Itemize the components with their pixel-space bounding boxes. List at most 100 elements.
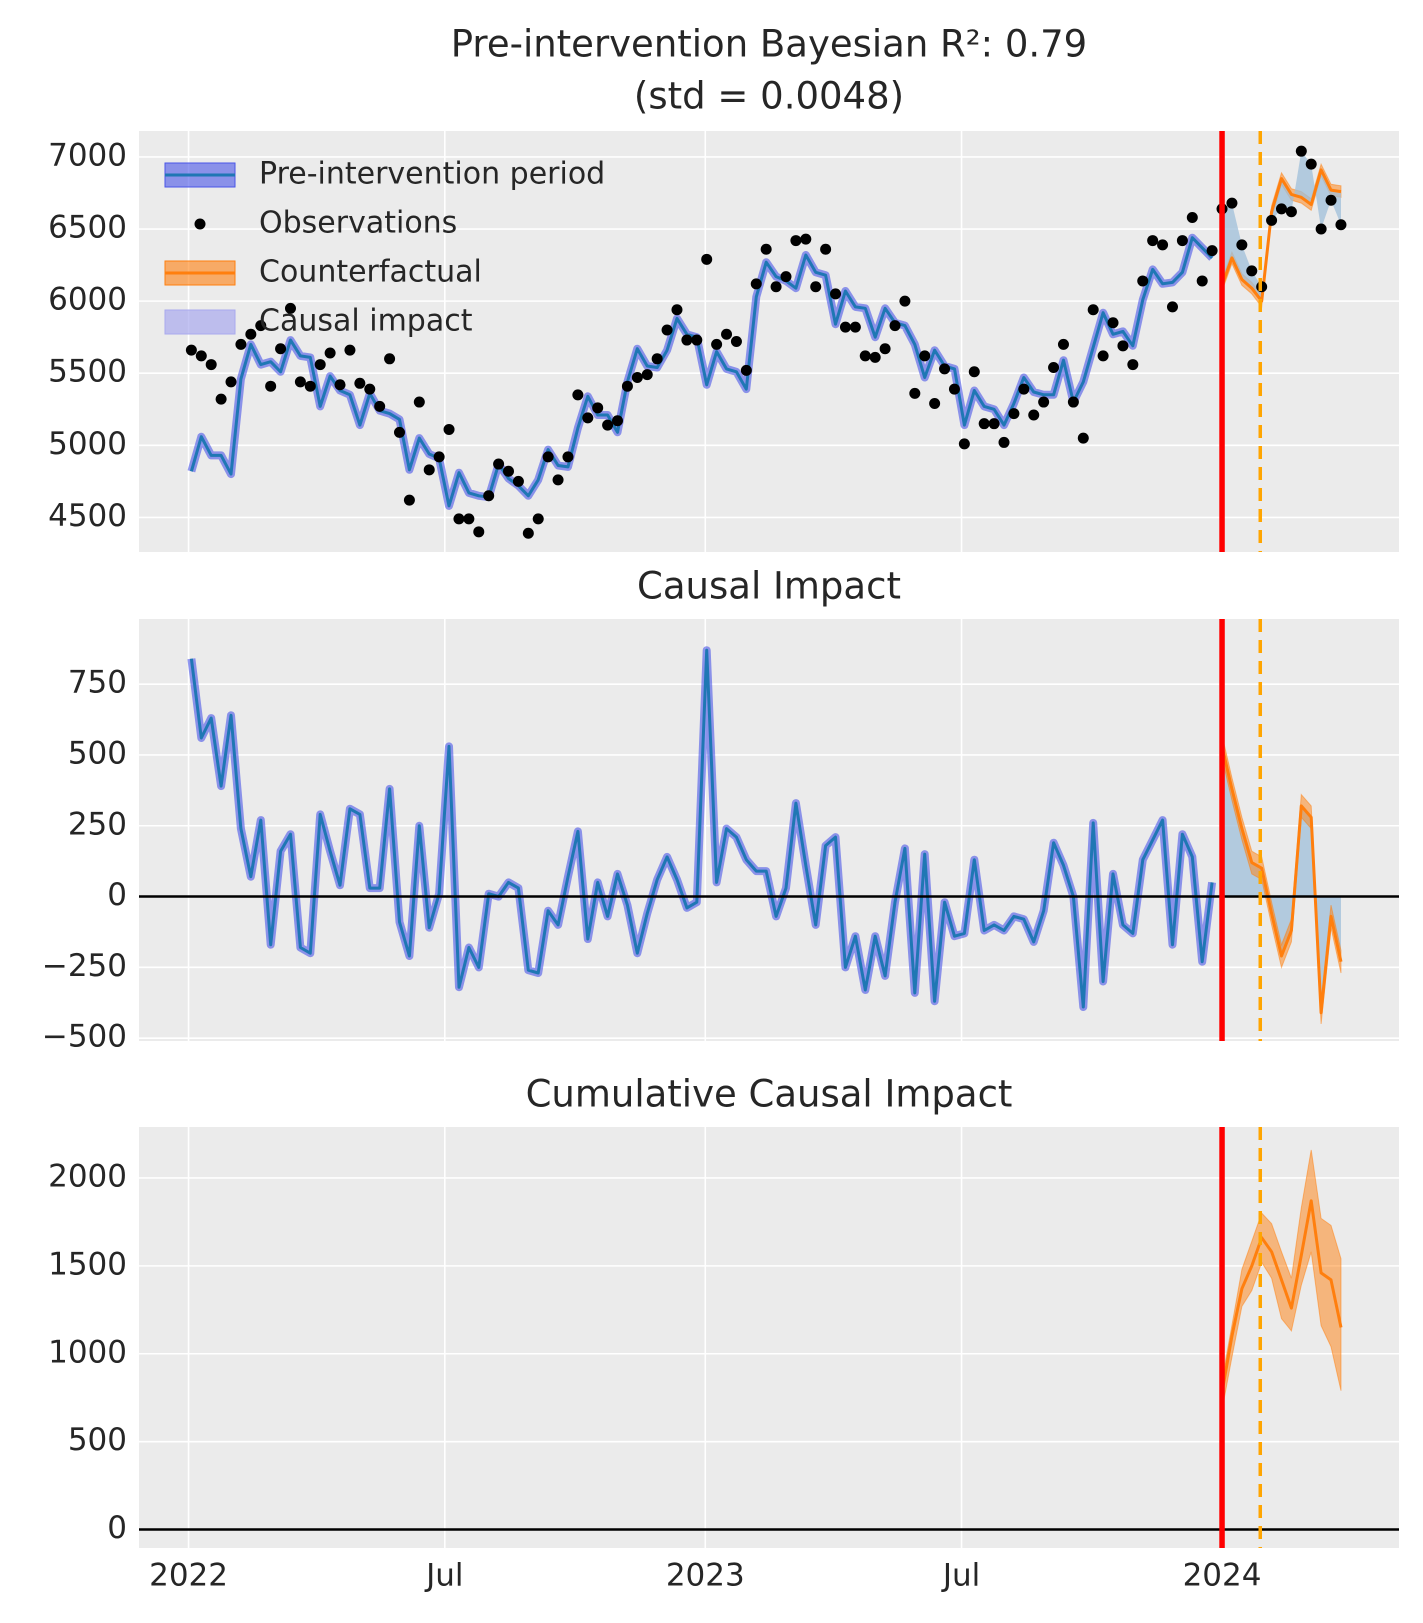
causal-impact-area <box>1222 151 1341 302</box>
y-tick-label: 1000 <box>48 1334 127 1370</box>
observation-point <box>988 418 1000 430</box>
observation-point <box>1176 235 1188 247</box>
observation-point <box>1137 275 1149 287</box>
impact-area <box>1222 746 1341 1013</box>
observation-point <box>641 369 653 381</box>
observation-point <box>532 513 544 525</box>
observation-point <box>631 372 643 384</box>
observation-point <box>265 380 277 392</box>
observation-point <box>730 336 742 347</box>
x-tick-label: 2022 <box>149 1558 228 1594</box>
observation-point <box>1077 432 1089 444</box>
observation-point <box>473 526 485 538</box>
observation-point <box>205 359 217 371</box>
observation-point <box>869 351 881 363</box>
observation-point <box>275 343 287 355</box>
observation-point <box>750 278 762 290</box>
observation-point <box>800 233 812 245</box>
observation-point <box>701 253 713 265</box>
observation-point <box>968 366 980 378</box>
line <box>189 236 1214 508</box>
observation-point <box>1048 361 1060 373</box>
observation-point <box>661 324 673 336</box>
legend-marker <box>194 218 206 230</box>
observation-point <box>235 338 247 350</box>
y-tick-label: 500 <box>68 1422 127 1458</box>
observation-point <box>760 243 772 255</box>
observation-point <box>572 389 584 401</box>
observation-point <box>909 387 921 399</box>
observation-point <box>939 363 951 375</box>
observation-point <box>374 400 386 412</box>
observation-point <box>740 364 752 376</box>
y-tick-label: 750 <box>68 665 127 701</box>
observation-point <box>552 474 564 486</box>
observation-point <box>780 271 792 283</box>
uncertainty-band <box>1221 734 1342 1025</box>
observation-point <box>839 321 851 333</box>
y-tick-label: 2000 <box>48 1158 127 1194</box>
observation-point <box>1038 396 1050 408</box>
y-tick-label: 4500 <box>48 498 127 534</box>
observation-point <box>1107 317 1119 329</box>
observation-point <box>512 475 524 487</box>
observation-point <box>1008 408 1020 420</box>
y-tick-label: 1500 <box>48 1246 127 1282</box>
observation-point <box>612 415 624 427</box>
observation-point <box>899 295 911 307</box>
observation-point <box>1266 214 1278 226</box>
chart-subtitle: (std = 0.0048) <box>634 75 904 118</box>
observation-point <box>503 465 515 477</box>
observation-point <box>225 376 237 388</box>
observation-point <box>1206 245 1218 257</box>
x-tick-label: 2023 <box>666 1558 745 1594</box>
observation-point <box>582 412 594 424</box>
observation-point <box>403 494 415 506</box>
line <box>1220 168 1342 303</box>
legend-label: Observations <box>259 206 457 241</box>
observation-point <box>1157 239 1169 251</box>
observation-point <box>1295 145 1307 157</box>
observation-point <box>1226 197 1238 209</box>
observation-point <box>542 451 554 463</box>
observation-point <box>255 320 267 332</box>
observation-point <box>334 379 346 391</box>
observation-point <box>879 343 891 355</box>
y-tick-label: 5500 <box>48 354 127 390</box>
observation-point <box>651 353 663 365</box>
observation-point <box>998 436 1010 448</box>
observation-point <box>522 527 534 539</box>
observation-point <box>493 458 505 470</box>
chart-title: Cumulative Causal Impact <box>526 1073 1013 1116</box>
observation-point <box>1275 203 1287 215</box>
observation-point <box>711 338 723 350</box>
y-tick-label: 500 <box>68 735 127 771</box>
observation-point <box>1305 158 1317 170</box>
observation-point <box>453 513 465 525</box>
observation-point <box>1166 301 1178 313</box>
observation-point <box>1147 235 1159 247</box>
observation-point <box>284 302 296 314</box>
observation-point <box>314 359 326 371</box>
observation-point <box>185 344 197 356</box>
observation-point <box>245 328 257 340</box>
observation-point <box>1018 383 1030 395</box>
observation-point <box>294 376 306 388</box>
observation-point <box>1335 219 1347 231</box>
observation-point <box>830 288 842 300</box>
observation-point <box>562 451 574 463</box>
observation-point <box>1236 239 1248 251</box>
observation-point <box>621 380 633 392</box>
line <box>1220 1199 1343 1393</box>
observation-point <box>1087 304 1099 316</box>
observation-point <box>423 464 435 476</box>
y-tick-label: 0 <box>107 877 127 913</box>
line <box>1220 746 1343 1015</box>
legend-label: Causal impact <box>259 304 473 339</box>
observation-point <box>1325 194 1337 206</box>
legend-swatch <box>164 309 236 335</box>
observation-point <box>948 383 960 395</box>
observation-point <box>770 281 782 293</box>
